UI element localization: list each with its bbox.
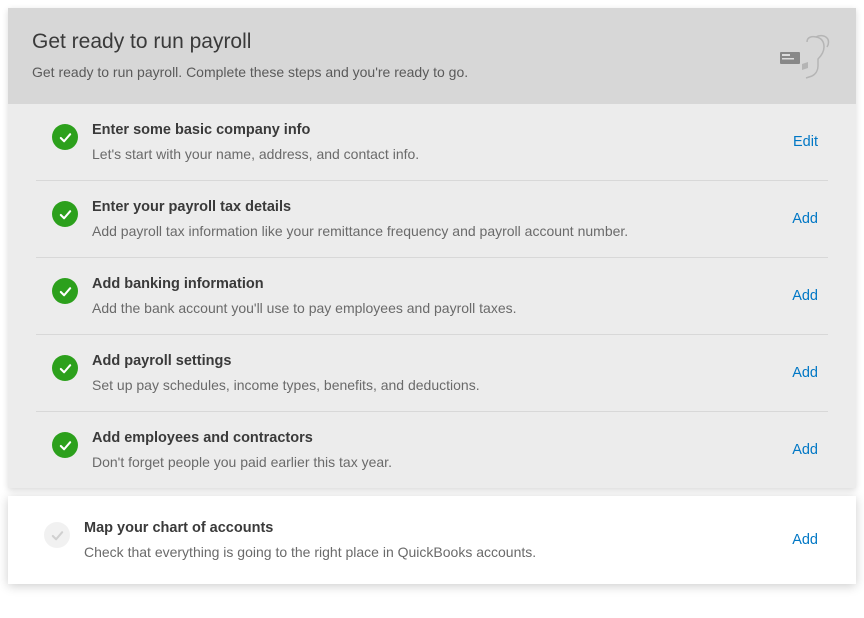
add-link[interactable]: Add	[792, 365, 818, 381]
step-employees: Add employees and contractors Don't forg…	[36, 412, 828, 488]
payroll-setup-panel: Get ready to run payroll Get ready to ru…	[8, 8, 856, 488]
edit-link[interactable]: Edit	[793, 134, 818, 150]
step-content: Add payroll settings Set up pay schedule…	[92, 353, 776, 393]
step-title: Enter your payroll tax details	[92, 199, 776, 215]
step-description: Add payroll tax information like your re…	[92, 223, 776, 239]
add-link[interactable]: Add	[792, 288, 818, 304]
step-title: Add banking information	[92, 276, 776, 292]
step-company-info: Enter some basic company info Let's star…	[36, 104, 828, 181]
panel-header: Get ready to run payroll Get ready to ru…	[8, 8, 856, 104]
checkmark-incomplete-icon	[44, 522, 70, 548]
active-step-card: Map your chart of accounts Check that ev…	[8, 496, 856, 584]
step-description: Check that everything is going to the ri…	[84, 544, 776, 560]
page-title: Get ready to run payroll	[32, 30, 468, 54]
step-content: Add banking information Add the bank acc…	[92, 276, 776, 316]
add-link[interactable]: Add	[792, 442, 818, 458]
step-chart-of-accounts: Map your chart of accounts Check that ev…	[8, 496, 856, 584]
header-text: Get ready to run payroll Get ready to ru…	[32, 30, 468, 80]
step-title: Add employees and contractors	[92, 430, 776, 446]
checkmark-icon	[52, 201, 78, 227]
payroll-illustration-icon	[772, 34, 832, 84]
step-content: Enter your payroll tax details Add payro…	[92, 199, 776, 239]
step-description: Set up pay schedules, income types, bene…	[92, 377, 776, 393]
step-content: Map your chart of accounts Check that ev…	[84, 520, 776, 560]
step-description: Let's start with your name, address, and…	[92, 146, 777, 162]
step-payroll-tax: Enter your payroll tax details Add payro…	[36, 181, 828, 258]
step-content: Enter some basic company info Let's star…	[92, 122, 777, 162]
add-link[interactable]: Add	[792, 532, 818, 548]
steps-list: Enter some basic company info Let's star…	[8, 104, 856, 488]
step-description: Don't forget people you paid earlier thi…	[92, 454, 776, 470]
step-content: Add employees and contractors Don't forg…	[92, 430, 776, 470]
page-subtitle: Get ready to run payroll. Complete these…	[32, 64, 468, 80]
step-title: Enter some basic company info	[92, 122, 777, 138]
step-payroll-settings: Add payroll settings Set up pay schedule…	[36, 335, 828, 412]
checkmark-icon	[52, 432, 78, 458]
step-banking: Add banking information Add the bank acc…	[36, 258, 828, 335]
step-description: Add the bank account you'll use to pay e…	[92, 300, 776, 316]
checkmark-icon	[52, 278, 78, 304]
checkmark-icon	[52, 355, 78, 381]
step-title: Add payroll settings	[92, 353, 776, 369]
add-link[interactable]: Add	[792, 211, 818, 227]
step-title: Map your chart of accounts	[84, 520, 776, 536]
checkmark-icon	[52, 124, 78, 150]
